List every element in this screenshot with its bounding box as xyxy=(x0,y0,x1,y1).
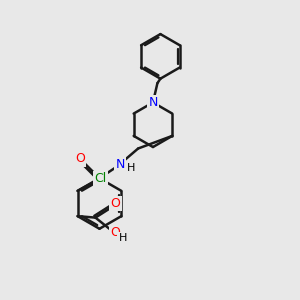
Text: O: O xyxy=(110,197,120,210)
Text: N: N xyxy=(148,96,158,109)
Text: H: H xyxy=(118,233,127,243)
Text: Cl: Cl xyxy=(94,172,106,185)
Text: N: N xyxy=(116,158,125,171)
Text: O: O xyxy=(110,226,120,239)
Text: H: H xyxy=(127,163,135,173)
Text: O: O xyxy=(75,152,85,165)
